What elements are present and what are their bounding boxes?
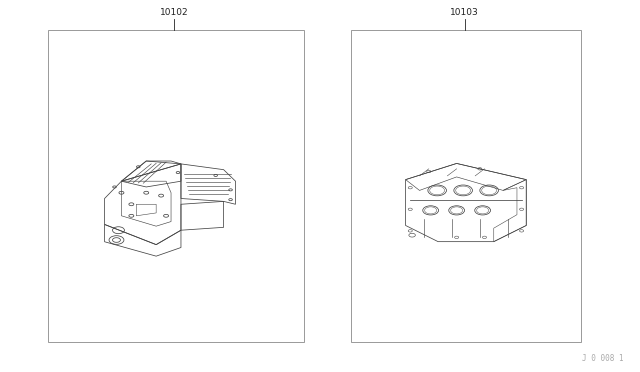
Bar <box>351 30 581 342</box>
Text: J 0 008 1: J 0 008 1 <box>582 354 624 363</box>
Text: 10102: 10102 <box>160 9 188 17</box>
Text: 10103: 10103 <box>451 9 479 17</box>
Bar <box>48 30 304 342</box>
